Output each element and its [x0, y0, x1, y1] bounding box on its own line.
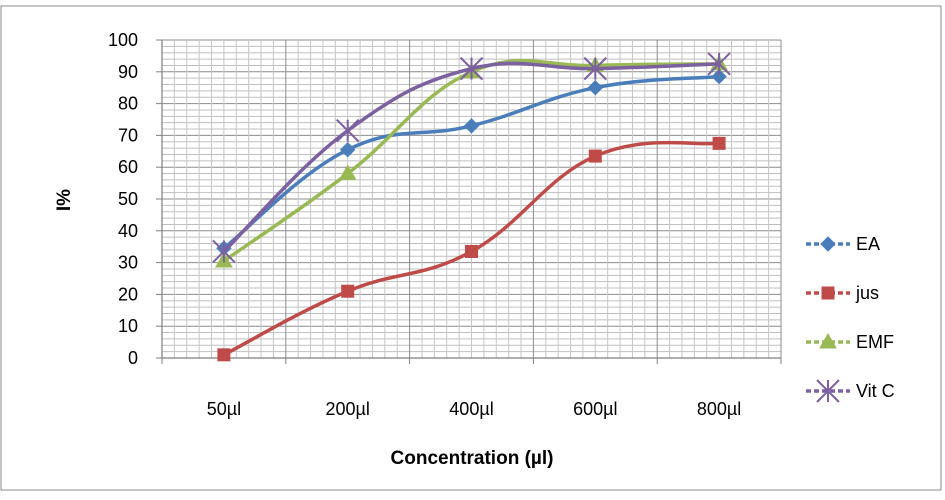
data-point-marker: [338, 164, 357, 181]
data-point-marker: [465, 244, 478, 258]
y-tick-label: 40: [118, 221, 138, 241]
x-tick-label: 200µl: [325, 399, 369, 419]
legend-label: EA: [856, 234, 880, 254]
y-tick-label: 50: [118, 189, 138, 209]
legend-item: jus: [806, 283, 879, 303]
x-tick-label: 50µl: [207, 399, 241, 419]
data-point-marker: [712, 136, 726, 150]
data-point-marker: [212, 239, 236, 264]
series-vit-c: [212, 52, 731, 264]
y-tick-label: 10: [118, 316, 138, 336]
axes: 0 10 20 30 40 50 60 70 80 90 100 50µl 200µl 400µl 600µ…: [108, 30, 782, 419]
data-point-marker: [707, 52, 731, 76]
data-point-marker: [820, 236, 836, 252]
x-tick-label: 600µl: [573, 399, 617, 419]
y-tick-label: 100: [108, 30, 138, 50]
legend-label: jus: [855, 283, 879, 303]
data-point-marker: [587, 79, 604, 96]
y-tick-label: 0: [128, 348, 138, 368]
data-point-marker: [459, 56, 484, 81]
data-point-marker: [463, 118, 480, 134]
data-point-marker: [819, 332, 837, 349]
data-point-marker: [816, 379, 840, 403]
legend-item: Vit C: [806, 379, 895, 403]
data-point-marker: [821, 286, 835, 300]
y-axis-title: I%: [54, 189, 75, 211]
y-tick-label: 70: [118, 125, 138, 145]
data-point-marker: [583, 56, 608, 81]
data-point-marker: [588, 149, 602, 163]
x-axis-title: Concentration (µl): [391, 448, 554, 469]
y-tick-label: 80: [118, 94, 138, 114]
legend-label: EMF: [856, 332, 894, 352]
legend-item: EMF: [806, 332, 894, 352]
data-point-marker: [711, 68, 727, 85]
legend-label: Vit C: [856, 381, 895, 401]
y-tick-label: 90: [118, 62, 138, 82]
legend: EA jus EMF Vit C: [806, 234, 895, 403]
y-tick-label: 30: [118, 253, 138, 273]
data-point-marker: [217, 348, 231, 362]
y-tick-label: 20: [118, 284, 138, 304]
data-point-marker: [341, 284, 355, 298]
data-point-marker: [335, 118, 360, 143]
x-tick-label: 400µl: [449, 399, 493, 419]
legend-item: EA: [806, 234, 880, 254]
series-ea: [216, 68, 727, 256]
x-tick-label: 800µl: [697, 399, 741, 419]
data-point-marker: [339, 142, 356, 158]
y-tick-label: 60: [118, 157, 138, 177]
series: [212, 52, 731, 362]
series-jus: [217, 136, 726, 362]
